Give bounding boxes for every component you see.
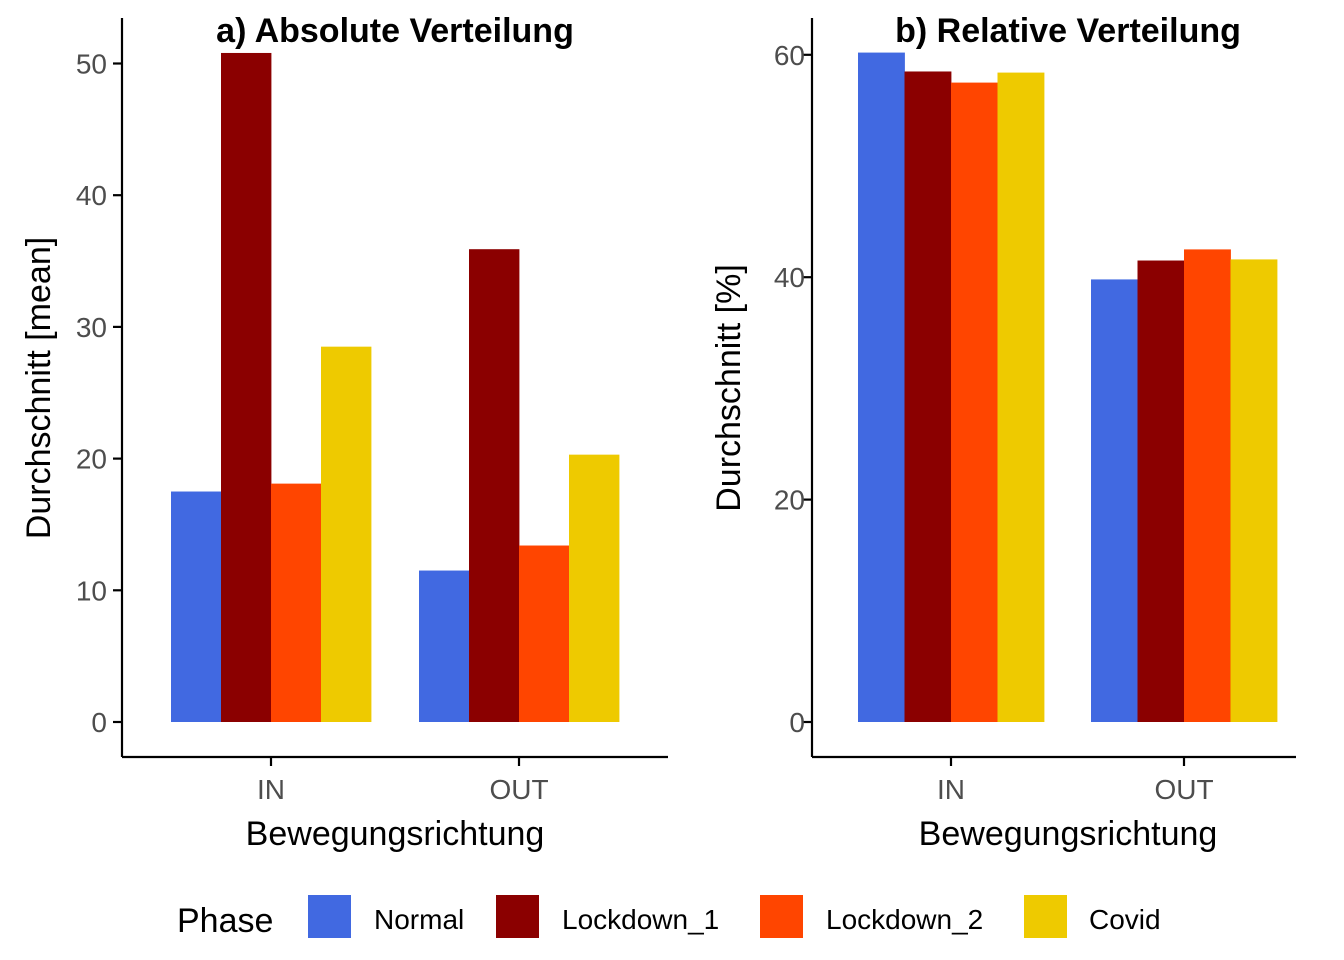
legend-items: Normal Lockdown_1 Lockdown_2 Covid	[308, 895, 1161, 938]
panel-b-title: b) Relative Verteilung	[895, 12, 1241, 50]
panel-a-y-axis-title: Durchschnitt [mean]	[20, 237, 58, 539]
legend: Phase Normal Lockdown_1 Lockdown_2 Covid	[177, 895, 1161, 940]
bar-out-normal	[419, 570, 470, 722]
y-tick-label: 60	[774, 40, 805, 71]
bar-in-lockdown-1	[221, 52, 272, 722]
bar-out-lockdown-2	[519, 545, 570, 722]
bar-out-normal	[1091, 279, 1138, 722]
panel-a-x-axis: IN OUT	[122, 755, 668, 805]
bar-in-covid	[997, 72, 1045, 723]
bar-in-lockdown-2	[271, 483, 322, 722]
panel-b-y-axis-title: Durchschnitt [%]	[710, 264, 748, 512]
y-tick-label: 40	[76, 180, 107, 211]
y-tick-label: 0	[789, 707, 805, 738]
legend-label-normal: Normal	[374, 904, 464, 935]
panel-relative: b) Relative Verteilung 0 20 40 60 IN OUT Dur…	[710, 12, 1296, 853]
bar-in-normal	[858, 52, 905, 722]
legend-key-normal	[308, 895, 351, 938]
x-tick-label: OUT	[489, 774, 548, 805]
panel-a-x-axis-title: Bewegungsrichtung	[246, 815, 545, 853]
panel-b-x-axis: IN OUT	[812, 755, 1296, 805]
panel-absolute: a) Absolute Verteilung 0 10 20 30 40 50 IN OUT…	[20, 12, 668, 853]
panel-b-bars	[858, 52, 1278, 723]
x-tick-label: OUT	[1154, 774, 1213, 805]
legend-title: Phase	[177, 902, 273, 940]
legend-key-lockdown-2	[760, 895, 803, 938]
legend-label-lockdown-1: Lockdown_1	[562, 904, 719, 935]
y-tick-label: 30	[76, 312, 107, 343]
bar-out-covid	[1230, 259, 1278, 722]
bar-in-lockdown-2	[951, 82, 998, 723]
bar-out-lockdown-2	[1184, 249, 1231, 722]
x-tick-label: IN	[937, 774, 965, 805]
y-tick-label: 40	[774, 262, 805, 293]
panel-a-title: a) Absolute Verteilung	[216, 12, 574, 50]
legend-key-lockdown-1	[496, 895, 539, 938]
panel-a-y-axis: 0 10 20 30 40 50	[76, 18, 124, 757]
bar-out-lockdown-1	[1137, 260, 1185, 722]
legend-label-covid: Covid	[1089, 904, 1161, 935]
y-tick-label: 0	[91, 707, 107, 738]
y-tick-label: 20	[76, 444, 107, 475]
y-tick-label: 50	[76, 49, 107, 80]
bar-out-covid	[569, 454, 620, 722]
x-tick-label: IN	[257, 774, 285, 805]
legend-key-covid	[1024, 895, 1067, 938]
y-tick-label: 20	[774, 485, 805, 516]
bar-in-covid	[321, 346, 372, 722]
bar-out-lockdown-1	[469, 249, 520, 722]
legend-label-lockdown-2: Lockdown_2	[826, 904, 983, 935]
bar-in-lockdown-1	[904, 71, 952, 723]
bar-in-normal	[171, 491, 222, 722]
panel-b-x-axis-title: Bewegungsrichtung	[919, 815, 1218, 853]
panel-b-y-axis: 0 20 40 60	[774, 18, 814, 757]
y-tick-label: 10	[76, 575, 107, 606]
panel-a-bars	[171, 52, 620, 722]
